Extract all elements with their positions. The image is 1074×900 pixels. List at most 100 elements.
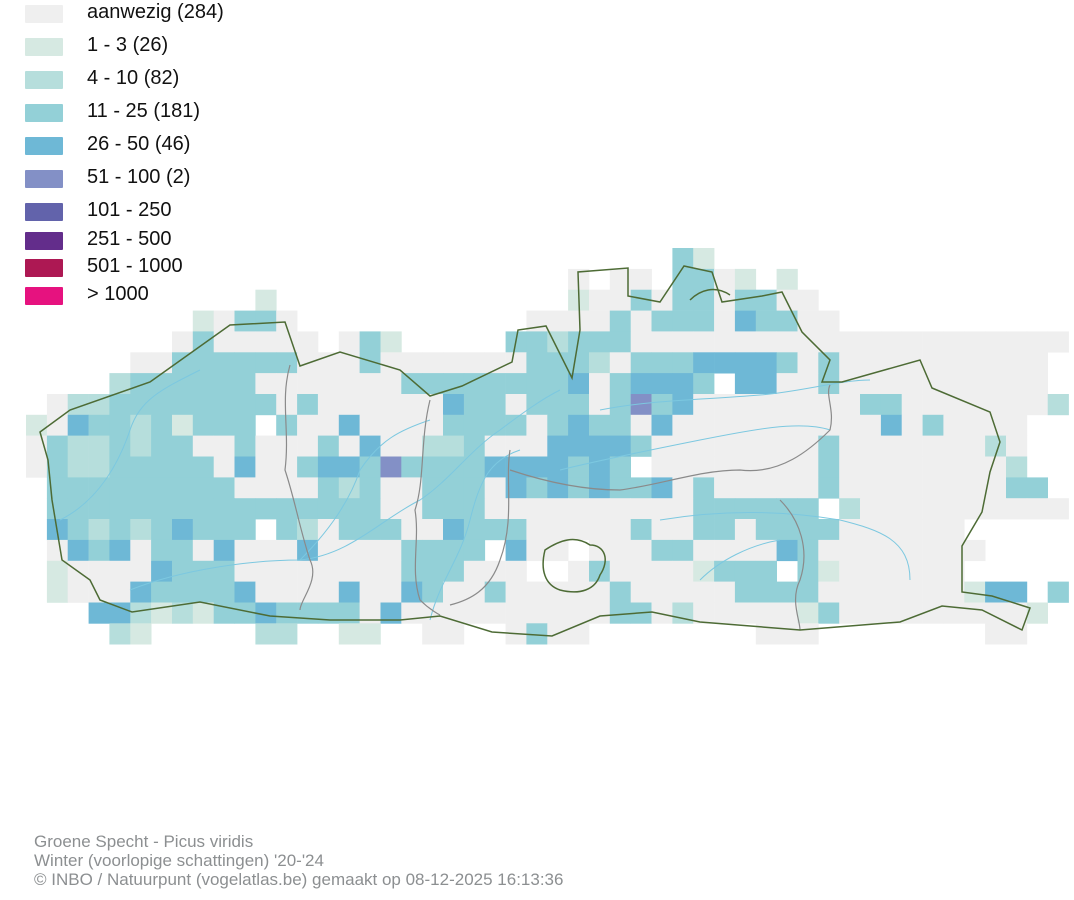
grid-cell [338, 435, 360, 457]
grid-cell [192, 560, 214, 582]
grid-cell [964, 414, 986, 436]
grid-cell [901, 331, 923, 353]
grid-cell [46, 477, 69, 499]
grid-cell [630, 477, 652, 499]
grid-cell [109, 456, 131, 478]
grid-cell [151, 498, 173, 520]
grid-cell [589, 435, 611, 457]
grid-cell [130, 581, 152, 603]
grid-cell [547, 498, 569, 520]
grid-cell [1047, 394, 1069, 416]
grid-cell [589, 289, 611, 311]
grid-cell [1006, 498, 1028, 520]
grid-cell [880, 477, 903, 499]
legend-item: 11 - 25 (181) [25, 99, 325, 122]
grid-cell [359, 623, 381, 645]
legend-swatch [25, 104, 63, 122]
grid-cell [860, 331, 882, 353]
grid-cell [985, 331, 1007, 353]
grid-cell [484, 435, 506, 457]
grid-cell [985, 581, 1007, 603]
grid-cell [839, 539, 861, 562]
grid-cell [255, 456, 277, 478]
grid-cell [568, 560, 590, 582]
grid-cell [484, 394, 506, 416]
legend-item: 26 - 50 (46) [25, 132, 325, 155]
grid-cell [151, 414, 173, 436]
grid-cell [484, 373, 506, 395]
legend-item: aanwezig (284) [25, 0, 325, 23]
grid-cell [839, 373, 861, 395]
grid-cell [755, 498, 777, 520]
legend-swatch [25, 259, 63, 277]
river [59, 369, 201, 521]
grid-cell [401, 602, 423, 624]
grid-cell [672, 519, 694, 541]
grid-cell [67, 539, 89, 562]
grid-cell [172, 498, 194, 520]
grid-cell [422, 414, 444, 436]
legend-label: 51 - 100 (2) [87, 166, 191, 188]
grid-cell [714, 602, 736, 624]
grid-cell [505, 498, 527, 520]
grid-cell [526, 498, 548, 520]
grid-cell [860, 435, 882, 457]
grid-cell [797, 539, 819, 562]
grid-cell [380, 435, 402, 457]
grid-cell [463, 352, 486, 374]
grid-cell [422, 456, 444, 478]
grid-cell [359, 331, 381, 353]
grid-cell [776, 602, 798, 624]
grid-cell [547, 310, 569, 332]
grid-cell [714, 331, 736, 353]
grid-cell [985, 394, 1007, 416]
grid-cell [568, 352, 590, 374]
grid-cell [1026, 498, 1048, 520]
grid-cell [46, 456, 69, 478]
grid-cell [922, 498, 944, 520]
grid-cell [1006, 394, 1028, 416]
grid-cell [255, 289, 277, 311]
grid-cell [109, 602, 131, 624]
grid-cell [526, 602, 548, 624]
grid-cell [776, 352, 798, 374]
grid-cell [151, 581, 173, 603]
grid-cell [1006, 581, 1028, 603]
grid-cell [192, 352, 214, 374]
grid-cell [255, 310, 277, 332]
grid-cell [234, 310, 256, 332]
grid-cell [276, 414, 298, 436]
legend-item: 4 - 10 (82) [25, 66, 325, 89]
grid-cell [985, 456, 1007, 478]
grid-cell [964, 581, 986, 603]
grid-cell [359, 394, 381, 416]
grid-cell [922, 456, 944, 478]
grid-cell [568, 394, 590, 416]
grid-cell [714, 310, 736, 332]
grid-cell [818, 477, 840, 499]
grid-cell [630, 414, 652, 436]
grid-cell [609, 539, 631, 562]
grid-cell [734, 289, 757, 311]
grid-cell [192, 498, 214, 520]
credit: © INBO / Natuurpunt (vogelatlas.be) gema… [34, 870, 564, 889]
grid-cell [213, 331, 235, 353]
grid-cell [568, 623, 590, 645]
grid-cell [67, 435, 89, 457]
grid-cell [401, 435, 423, 457]
grid-cell [693, 352, 715, 374]
legend-swatch [25, 203, 63, 221]
grid-cell [547, 519, 569, 541]
grid-cell [609, 352, 631, 374]
grid-cell [880, 602, 903, 624]
grid-cell [776, 414, 798, 436]
grid-cell [672, 477, 694, 499]
grid-cell [276, 602, 298, 624]
grid-cell [943, 435, 965, 457]
grid-cell [234, 539, 256, 562]
grid-cell [818, 394, 840, 416]
grid-cell [693, 519, 715, 541]
grid-cell [734, 477, 757, 499]
grid-cell [297, 498, 319, 520]
grid-cell [297, 560, 319, 582]
